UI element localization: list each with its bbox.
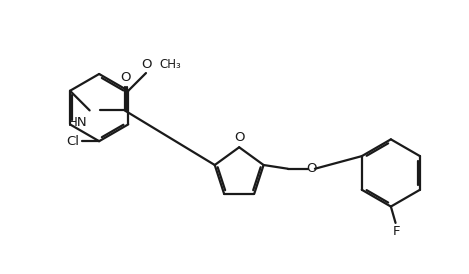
Text: O: O	[120, 71, 130, 84]
Text: O: O	[306, 162, 317, 175]
Text: CH₃: CH₃	[159, 58, 181, 71]
Text: F: F	[393, 225, 400, 238]
Text: O: O	[141, 58, 151, 71]
Text: Cl: Cl	[66, 135, 79, 148]
Text: HN: HN	[68, 116, 88, 129]
Text: O: O	[234, 130, 245, 144]
